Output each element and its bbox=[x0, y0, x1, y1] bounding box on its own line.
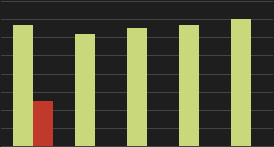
Bar bbox=[75, 34, 95, 146]
Bar bbox=[127, 28, 147, 146]
Bar bbox=[232, 19, 251, 146]
Bar bbox=[13, 25, 33, 146]
Bar bbox=[179, 25, 199, 146]
Bar bbox=[33, 101, 53, 146]
